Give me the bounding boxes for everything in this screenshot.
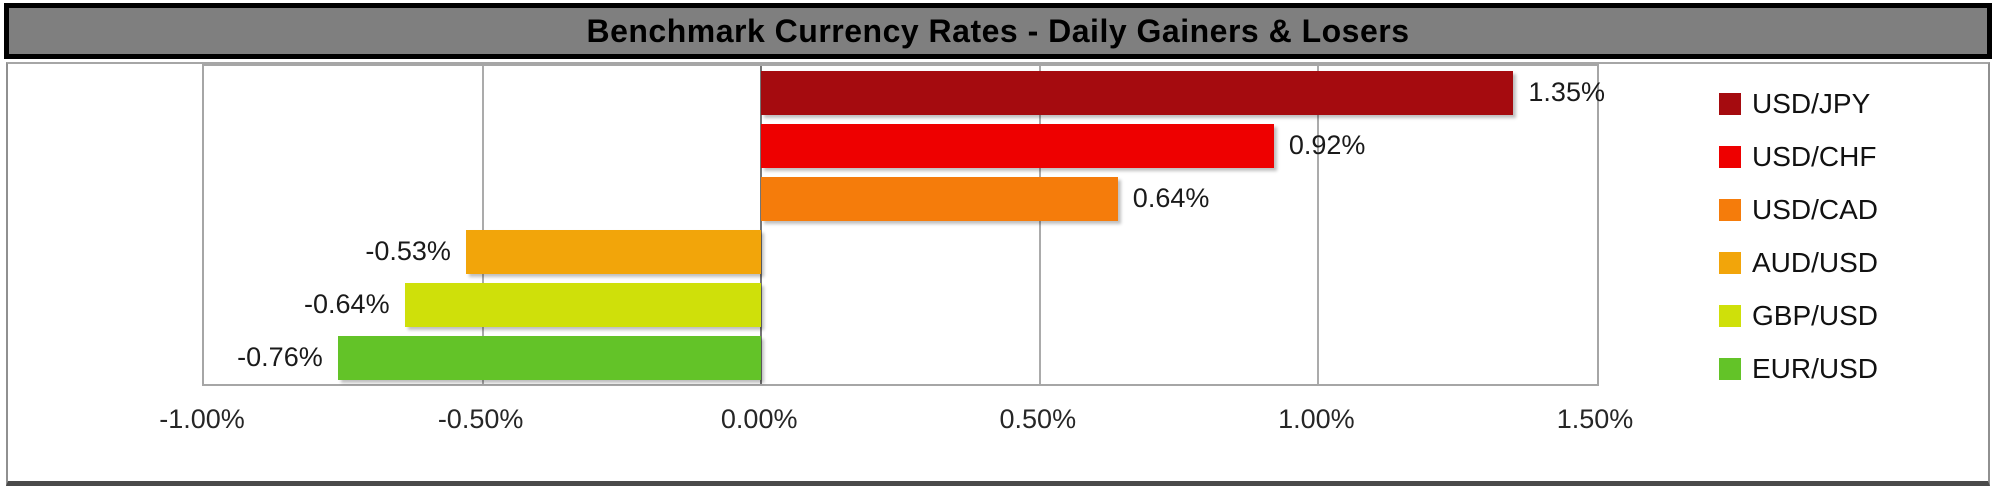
legend-label: USD/CAD bbox=[1752, 194, 1879, 225]
legend-item-aud-usd: AUD/USD bbox=[1719, 247, 1879, 278]
x-tick-label-0.50: 0.50% bbox=[999, 404, 1077, 434]
x-tick-label--0.50: -0.50% bbox=[437, 404, 524, 434]
bar-value-label-usd-jpy: 1.35% bbox=[1528, 77, 1605, 107]
bar-gbp-usd bbox=[404, 282, 762, 327]
bar-usd-chf bbox=[761, 123, 1274, 168]
legend-label: USD/JPY bbox=[1752, 88, 1871, 119]
gridline-0.00 bbox=[760, 66, 763, 384]
legend-label: USD/CHF bbox=[1752, 141, 1877, 172]
bar-usd-cad bbox=[761, 176, 1118, 221]
legend-swatch-icon bbox=[1719, 305, 1741, 327]
legend-label: EUR/USD bbox=[1752, 353, 1879, 384]
legend-label: AUD/USD bbox=[1752, 247, 1879, 278]
x-tick-label-1.50: 1.50% bbox=[1556, 404, 1634, 434]
bar-value-label-gbp-usd: -0.64% bbox=[304, 289, 390, 319]
chart-legend: USD/JPY USD/CHF USD/CAD AUD/USD GBP/USD EUR/U… bbox=[1719, 88, 1879, 384]
legend-swatch-icon bbox=[1719, 93, 1741, 115]
legend-item-usd-jpy: USD/JPY bbox=[1719, 88, 1878, 119]
bar-value-label-aud-usd: -0.53% bbox=[365, 236, 451, 266]
legend-item-eur-usd: EUR/USD bbox=[1719, 353, 1879, 384]
legend-swatch-icon bbox=[1719, 146, 1741, 168]
x-tick-label-0.00: 0.00% bbox=[720, 404, 798, 434]
bar-value-label-usd-cad: 0.64% bbox=[1132, 183, 1210, 213]
bar-value-label-usd-chf: 0.92% bbox=[1288, 130, 1366, 160]
x-tick-label--1.00: -1.00% bbox=[159, 404, 245, 434]
bar-aud-usd bbox=[465, 229, 762, 274]
gridline--0.50 bbox=[481, 66, 484, 384]
gridline-1.00 bbox=[1317, 66, 1320, 384]
gridline-0.50 bbox=[1038, 66, 1041, 384]
plot-area: 1.35% 0.92% 0.64% -0.53% -0.64% -0.76% bbox=[202, 64, 1605, 386]
legend-swatch-icon bbox=[1719, 252, 1741, 274]
legend-item-usd-cad: USD/CAD bbox=[1719, 194, 1879, 225]
legend-swatch-icon bbox=[1719, 199, 1741, 221]
chart-title-bar: Benchmark Currency Rates - Daily Gainers… bbox=[4, 3, 1992, 59]
legend-label: GBP/USD bbox=[1752, 300, 1879, 331]
legend-swatch-icon bbox=[1719, 358, 1741, 380]
bar-value-label-eur-usd: -0.76% bbox=[237, 342, 323, 372]
legend-item-gbp-usd: GBP/USD bbox=[1719, 300, 1879, 331]
bar-eur-usd bbox=[337, 335, 762, 380]
chart-title: Benchmark Currency Rates - Daily Gainers… bbox=[586, 12, 1410, 49]
bar-usd-jpy bbox=[761, 70, 1514, 115]
x-axis-tick-labels: -1.00% -0.50% 0.00% 0.50% 1.00% 1.50% bbox=[159, 404, 1633, 440]
legend-item-usd-chf: USD/CHF bbox=[1719, 141, 1878, 172]
x-tick-label-1.00: 1.00% bbox=[1278, 404, 1355, 434]
